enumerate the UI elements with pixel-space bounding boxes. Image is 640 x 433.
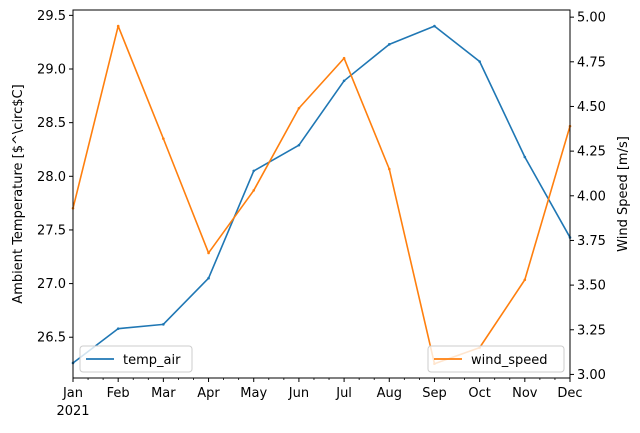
y-right-tick-label: 5.00 (577, 11, 606, 26)
data-point-wind_speed-may (252, 189, 256, 192)
x-tick-label-jul: Jul (335, 386, 352, 401)
y-right-tick-label: 4.50 (577, 100, 606, 115)
legend-box (427, 345, 565, 373)
data-point-temp_air-jun (297, 143, 301, 147)
x-tick-label-oct: Oct (468, 386, 490, 401)
legend-label: temp_air (123, 353, 181, 368)
y-left-tick-label: 28.5 (37, 116, 66, 131)
data-point-temp_air-nov (523, 155, 527, 159)
plot-area-frame (72, 9, 571, 379)
legend-layer: temp_air wind_speed (79, 345, 565, 373)
y-left-tick-label: 29.5 (37, 9, 66, 24)
x-tick-label-nov: Nov (512, 386, 538, 401)
x-tick-label-aug: Aug (377, 386, 402, 401)
legend-wind_speed: wind_speed (427, 345, 565, 373)
data-point-wind_speed-apr (207, 251, 210, 255)
y-right-tick-label: 4.00 (577, 189, 606, 204)
legend-box (79, 345, 193, 373)
data-point-wind_speed-feb (116, 24, 120, 28)
y-right-tick-label: 3.50 (577, 279, 606, 294)
x-tick-label-feb: Feb (107, 386, 130, 401)
data-point-temp_air-aug (387, 43, 391, 46)
y-left-tick-label: 27.0 (37, 277, 66, 292)
y-left-tick-label: 29.0 (37, 63, 66, 78)
x-tick-label-jun: Jun (288, 386, 309, 401)
x-tick-label-may: May (240, 386, 267, 401)
x-tick-label-sep: Sep (422, 386, 447, 401)
y-left-axis-label: Ambient Temperature [$^\circ$C] (11, 84, 26, 303)
data-point-temp_air-oct (478, 60, 481, 63)
data-point-wind_speed-jul (342, 56, 346, 60)
data-point-wind_speed-jun (297, 106, 301, 110)
plot-layer (71, 24, 572, 366)
legend-label: wind_speed (471, 353, 548, 368)
data-point-temp_air-may (252, 169, 256, 173)
data-point-wind_speed-aug (387, 167, 391, 171)
data-point-temp_air-sep (433, 24, 436, 28)
y-left-tick-label: 26.5 (37, 331, 66, 346)
axis-layer: Jan Feb Mar Apr May Jun Jul Aug Sep Oct Nov Dec 2021… (11, 9, 631, 419)
x-tick-label-apr: Apr (197, 386, 220, 401)
y-right-tick-label: 4.75 (577, 55, 606, 70)
x-tick-label-dec: Dec (557, 386, 582, 401)
data-point-wind_speed-mar (162, 137, 165, 140)
x-tick-label-jan: Jan (62, 386, 83, 401)
x-year-label: 2021 (56, 404, 89, 419)
y-right-tick-label: 4.25 (577, 145, 606, 160)
y-left-tick-label: 27.5 (37, 223, 66, 238)
data-point-temp_air-mar (162, 323, 165, 326)
x-tick-label-mar: Mar (151, 386, 176, 401)
y-right-tick-label: 3.00 (577, 368, 606, 383)
y-right-axis-label: Wind Speed [m/s] (616, 136, 631, 252)
data-point-temp_air-apr (207, 276, 210, 280)
data-point-temp_air-feb (116, 327, 120, 330)
legend-temp_air: temp_air (79, 345, 193, 373)
data-point-temp_air-jul (342, 79, 346, 83)
series-line-temp_air (72, 25, 571, 364)
series-line-wind_speed (72, 25, 571, 365)
y-right-tick-label: 3.25 (577, 323, 606, 338)
y-right-tick-label: 3.75 (577, 234, 606, 249)
data-point-wind_speed-nov (523, 278, 527, 282)
y-left-tick-label: 28.0 (37, 170, 66, 185)
